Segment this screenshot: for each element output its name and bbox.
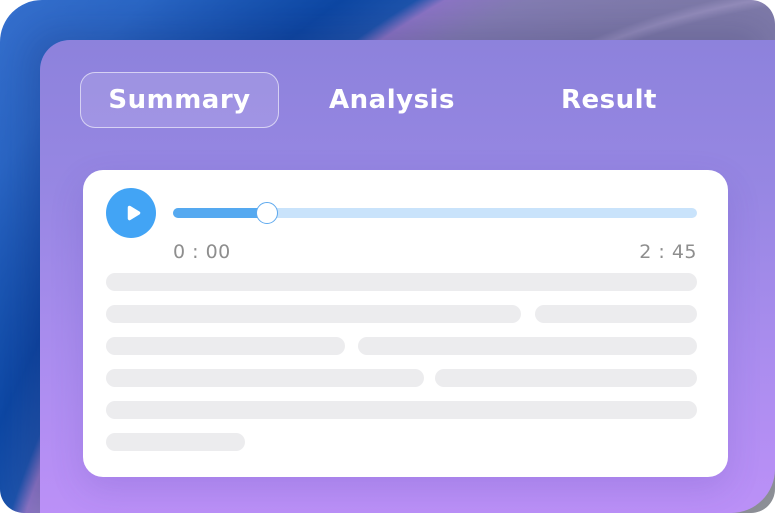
skeleton-row	[106, 369, 697, 387]
tab-summary[interactable]: Summary	[80, 72, 279, 128]
content-card: 0 : 00 2 : 45	[83, 170, 728, 477]
tab-summary-label: Summary	[108, 85, 251, 115]
tab-analysis-label: Analysis	[329, 85, 455, 115]
skeleton-row	[106, 337, 697, 355]
tab-result[interactable]: Result	[505, 72, 713, 128]
skeleton-segment	[106, 337, 345, 355]
skeleton-segment	[435, 369, 697, 387]
skeleton-row	[106, 433, 697, 451]
total-time: 2 : 45	[639, 241, 697, 263]
progress-fill	[173, 208, 268, 218]
tab-result-label: Result	[561, 85, 657, 115]
play-button[interactable]	[106, 188, 156, 238]
tab-bar: Summary Analysis Result	[80, 72, 713, 128]
progress-thumb[interactable]	[256, 202, 279, 224]
skeleton-segment	[106, 369, 424, 387]
transcript-skeleton	[106, 273, 697, 451]
skeleton-segment	[106, 401, 697, 419]
progress-track[interactable]	[173, 202, 697, 224]
play-triangle-icon	[127, 205, 140, 221]
time-row: 0 : 00 2 : 45	[173, 241, 697, 263]
audio-player	[106, 188, 697, 238]
skeleton-segment	[106, 305, 521, 323]
skeleton-row	[106, 401, 697, 419]
skeleton-segment	[535, 305, 697, 323]
skeleton-segment	[106, 273, 697, 291]
current-time: 0 : 00	[173, 241, 231, 263]
skeleton-row	[106, 305, 697, 323]
tab-analysis[interactable]: Analysis	[279, 72, 505, 128]
skeleton-row	[106, 273, 697, 291]
skeleton-segment	[357, 337, 697, 355]
main-panel: Summary Analysis Result	[40, 40, 775, 513]
skeleton-segment	[106, 433, 245, 451]
